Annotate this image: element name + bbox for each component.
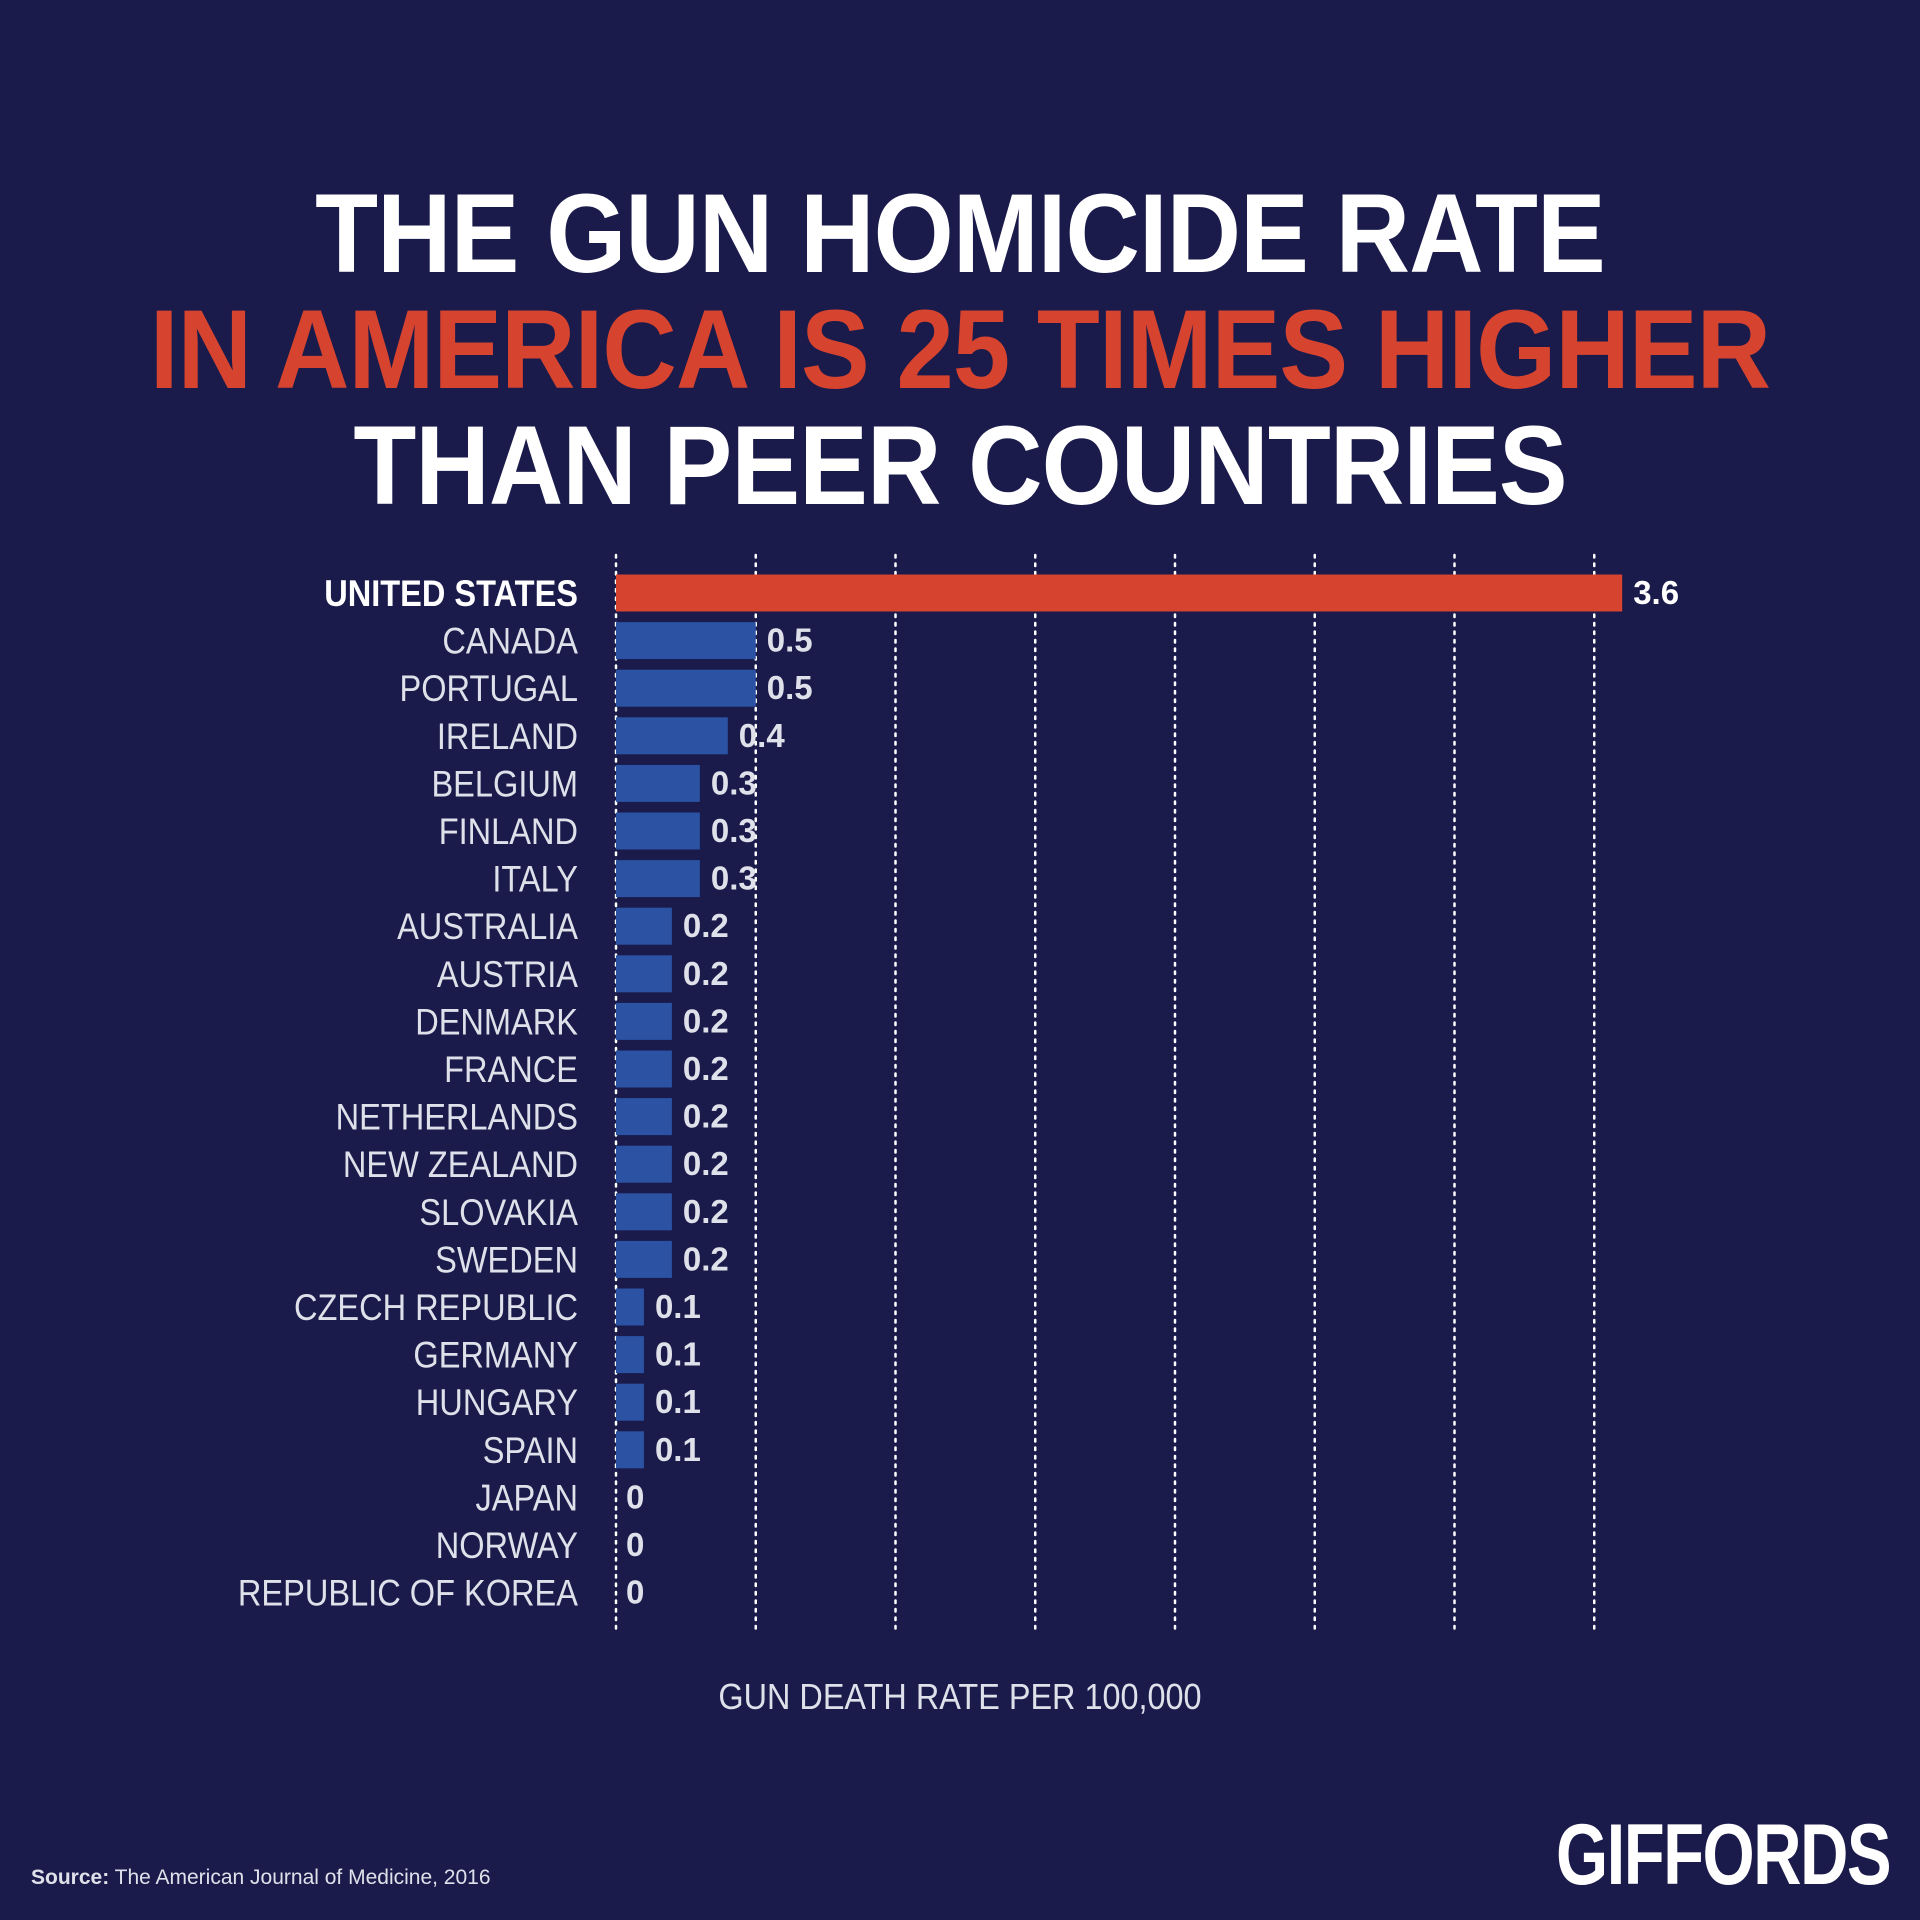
value-label: 0 (626, 1478, 644, 1515)
gifford-logo: GIFFORDS (1556, 1807, 1892, 1903)
bar (616, 574, 1623, 612)
value-label: 0 (626, 1574, 644, 1611)
value-label: 0.1 (655, 1288, 701, 1325)
value-label: 0.2 (683, 907, 729, 944)
value-label: 0.2 (683, 1193, 729, 1230)
title-line-1: THE GUN HOMICIDE RATE (315, 171, 1606, 296)
source-text: The American Journal of Medicine, 2016 (109, 1866, 491, 1889)
value-label: 0.2 (683, 1240, 729, 1277)
category-label: BELGIUM (431, 763, 578, 804)
category-label: SLOVAKIA (419, 1192, 578, 1233)
value-label: 3.6 (1633, 574, 1679, 611)
bar (616, 1431, 644, 1469)
title-line-3: THAN PEER COUNTRIES (353, 403, 1567, 528)
bar (616, 907, 672, 945)
category-label: PORTUGAL (400, 668, 578, 709)
category-label: REPUBLIC OF KOREA (238, 1573, 579, 1614)
category-label: CZECH REPUBLIC (294, 1287, 578, 1328)
category-label: DENMARK (415, 1001, 578, 1042)
category-label: SPAIN (483, 1430, 578, 1471)
bar (616, 812, 700, 850)
bar (616, 1002, 672, 1040)
value-label: 0.5 (767, 622, 813, 659)
value-label: 0.2 (683, 1098, 729, 1135)
category-label: JAPAN (475, 1477, 578, 1518)
category-label: AUSTRALIA (397, 906, 579, 947)
value-label: 0.2 (683, 1145, 729, 1182)
bar (616, 1098, 672, 1136)
category-label: UNITED STATES (324, 573, 578, 614)
bar (616, 1193, 672, 1231)
category-label: FRANCE (444, 1049, 578, 1090)
bar (616, 1145, 672, 1183)
category-label: HUNGARY (416, 1382, 578, 1423)
category-label: ITALY (492, 859, 578, 900)
category-label: SWEDEN (435, 1239, 578, 1280)
bar (616, 1288, 644, 1326)
title-line-2: IN AMERICA IS 25 TIMES HIGHER (149, 287, 1771, 412)
bar (616, 955, 672, 993)
value-label: 0 (626, 1526, 644, 1563)
category-label: GERMANY (413, 1335, 578, 1376)
value-label: 0.1 (655, 1431, 701, 1468)
value-label: 0.4 (739, 717, 786, 754)
bar (616, 717, 728, 755)
value-label: 0.1 (655, 1336, 701, 1373)
category-label: FINLAND (439, 811, 578, 852)
bar (616, 1050, 672, 1088)
source-note: Source: The American Journal of Medicine… (31, 1866, 491, 1890)
source-label: Source: (31, 1866, 110, 1889)
bar (616, 860, 700, 898)
value-label: 0.2 (683, 955, 729, 992)
value-label: 0.3 (711, 764, 757, 801)
value-label: 0.2 (683, 1050, 729, 1087)
bar (616, 1240, 672, 1278)
bar (616, 764, 700, 802)
category-label: NORWAY (436, 1525, 578, 1566)
value-label: 0.1 (655, 1383, 701, 1420)
bar (616, 1383, 644, 1421)
category-label: NEW ZEALAND (343, 1144, 578, 1185)
bar (616, 622, 756, 660)
category-label: CANADA (442, 621, 578, 662)
category-label: IRELAND (437, 716, 578, 757)
value-label: 0.3 (711, 812, 757, 849)
x-axis-label: GUN DEATH RATE PER 100,000 (718, 1676, 1202, 1717)
value-label: 0.3 (711, 860, 757, 897)
value-label: 0.2 (683, 1002, 729, 1039)
category-label: AUSTRIA (437, 954, 579, 995)
bar (616, 669, 756, 707)
bar (616, 1336, 644, 1374)
value-label: 0.5 (767, 669, 813, 706)
category-label: NETHERLANDS (336, 1097, 578, 1138)
